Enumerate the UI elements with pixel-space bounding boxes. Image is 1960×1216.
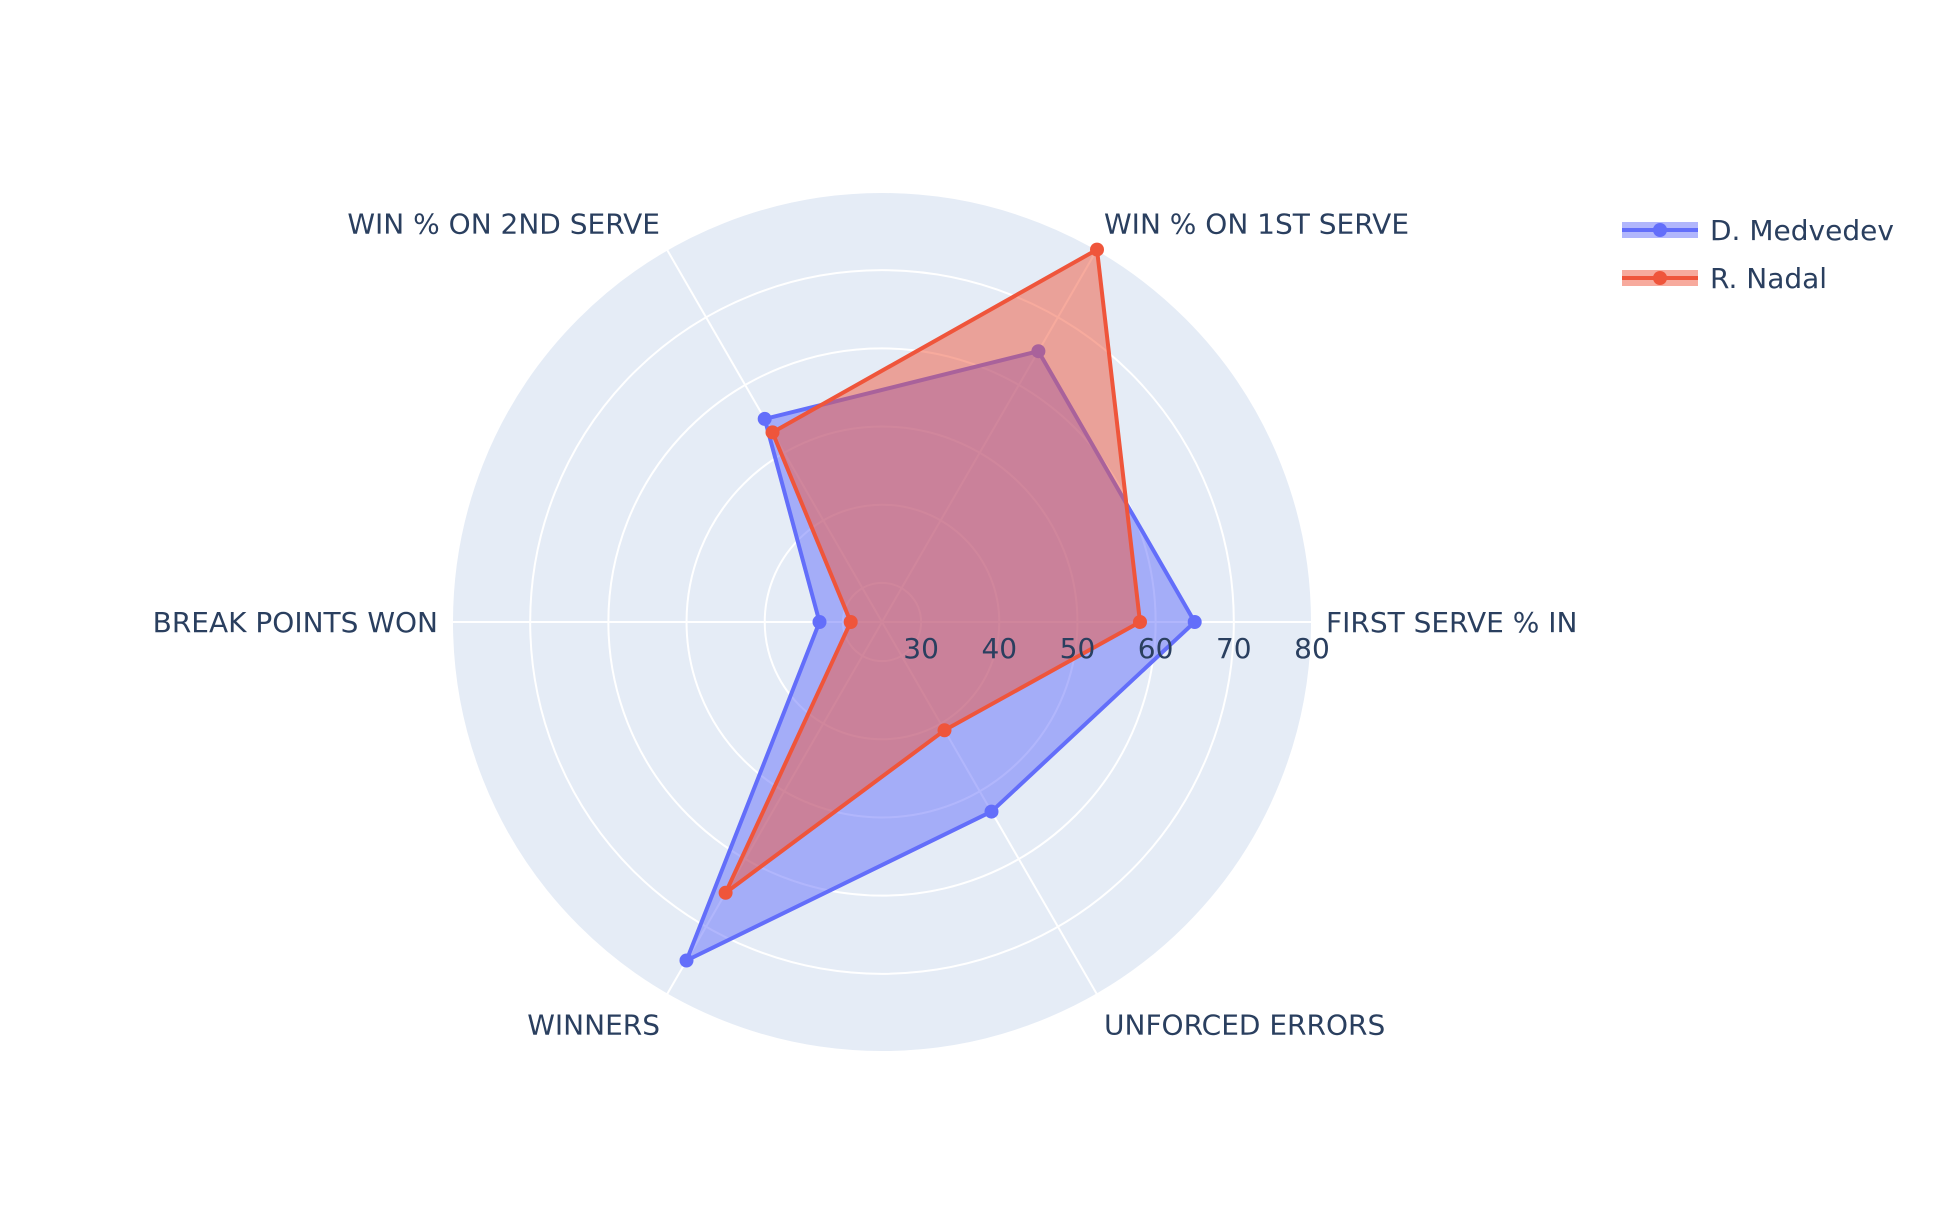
angular-axis-label: WIN % ON 2ND SERVE [347, 208, 660, 241]
data-point[interactable] [765, 425, 780, 440]
legend-swatch-nadal-marker [1653, 271, 1667, 285]
series-area [725, 249, 1140, 893]
data-point[interactable] [1090, 242, 1104, 257]
legend: D. Medvedev R. Nadal [1622, 214, 1894, 295]
angular-axis-label: BREAK POINTS WON [153, 606, 438, 639]
angular-axis-label: UNFORCED ERRORS [1104, 1009, 1385, 1042]
series-layer [679, 242, 1202, 968]
radial-tick-label: 30 [903, 632, 939, 665]
radial-tick-labels: 30 40 50 60 70 80 [903, 632, 1330, 665]
angular-axis-label: WINNERS [527, 1009, 660, 1042]
data-point[interactable] [812, 615, 827, 629]
data-point[interactable] [1187, 615, 1202, 629]
angular-axis-label: WIN % ON 1ST SERVE [1104, 208, 1409, 241]
angular-axis-label: FIRST SERVE % IN [1326, 606, 1577, 639]
data-point[interactable] [679, 953, 694, 968]
legend-item-nadal[interactable]: R. Nadal [1622, 262, 1827, 295]
legend-swatch-medvedev-marker [1653, 223, 1667, 237]
radial-tick-label: 70 [1216, 632, 1252, 665]
radial-tick-label: 80 [1294, 632, 1330, 665]
radial-tick-label: 40 [981, 632, 1017, 665]
angular-axis-labels: FIRST SERVE % IN WIN % ON 1ST SERVE WIN % … [153, 208, 1578, 1042]
data-point[interactable] [937, 723, 952, 738]
data-point[interactable] [1133, 615, 1147, 629]
radial-tick-label: 60 [1138, 632, 1174, 665]
data-point[interactable] [843, 615, 858, 629]
data-point[interactable] [757, 411, 772, 426]
radial-tick-label: 50 [1060, 632, 1096, 665]
data-point[interactable] [718, 885, 733, 900]
data-point[interactable] [984, 804, 999, 819]
series-r-nadal [718, 242, 1147, 900]
legend-item-medvedev[interactable]: D. Medvedev [1622, 214, 1894, 247]
legend-label-medvedev: D. Medvedev [1710, 214, 1894, 247]
legend-label-nadal: R. Nadal [1710, 262, 1827, 295]
